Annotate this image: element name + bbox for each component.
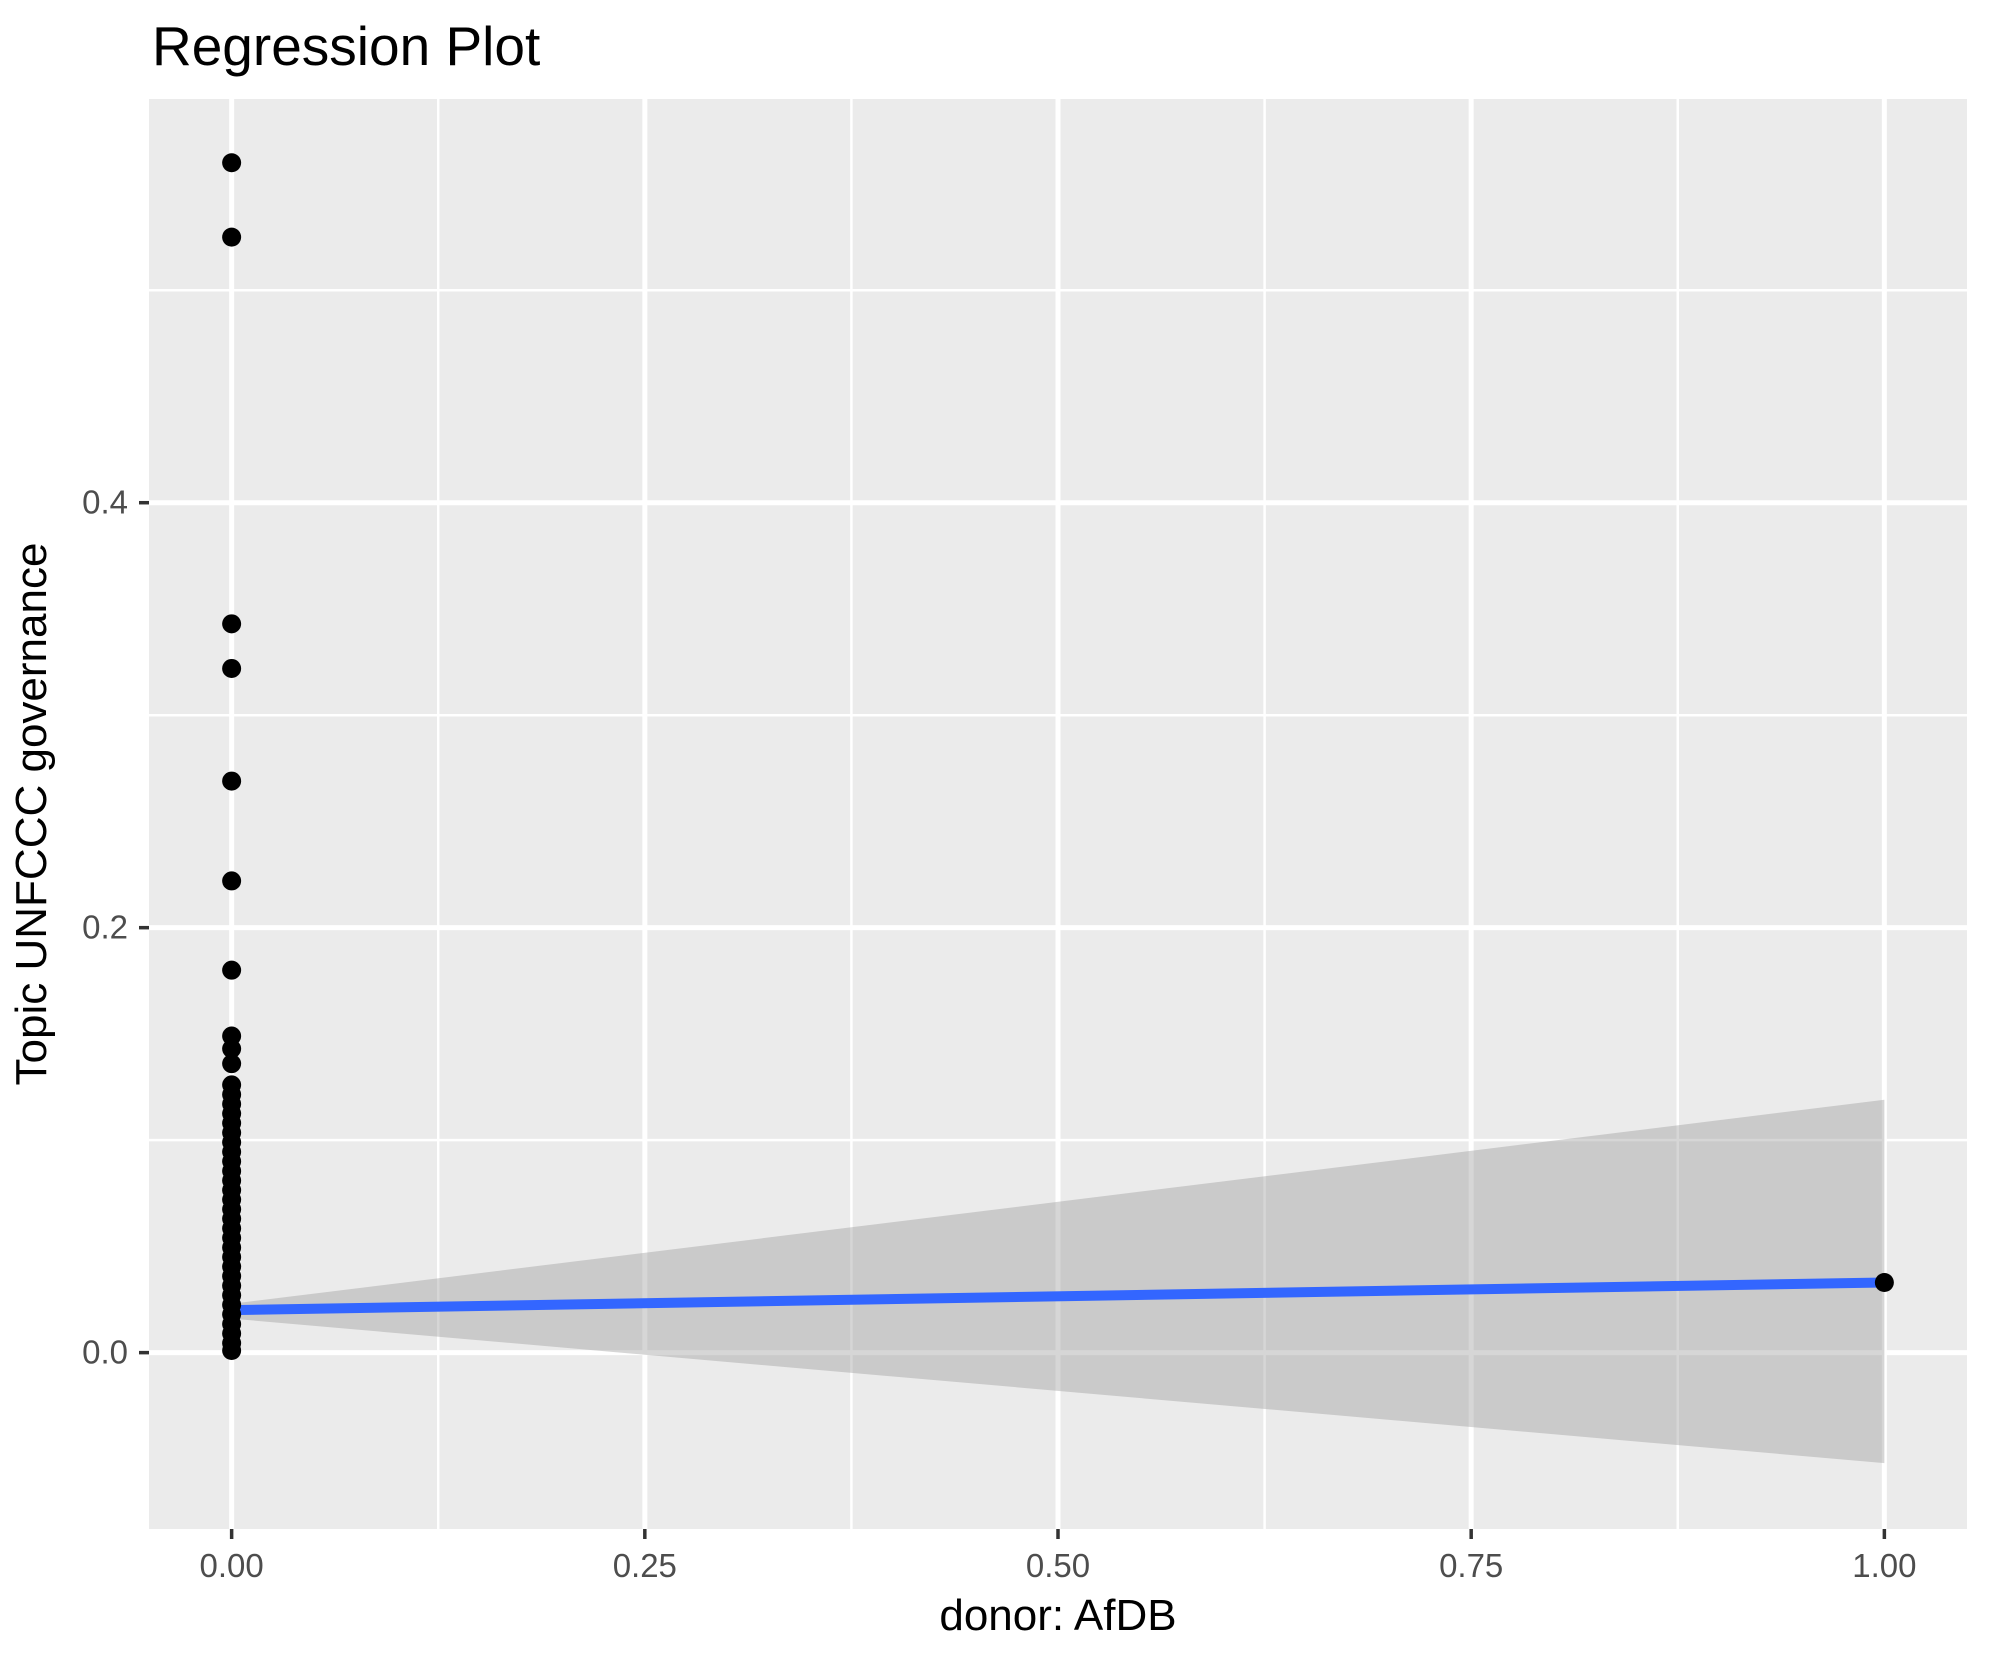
data-point (222, 227, 242, 247)
plot-title: Regression Plot (152, 15, 540, 77)
regression-line (231, 1277, 1885, 1316)
data-point (222, 771, 242, 791)
confidence-band (231, 1099, 1885, 1464)
y-tick-label: 0.2 (82, 909, 128, 946)
x-tick-label: 0.00 (200, 1547, 264, 1584)
confidence-band-layer (231, 1099, 1885, 1464)
x-tick-label: 0.75 (1439, 1547, 1503, 1584)
y-tick-label: 0.0 (82, 1334, 128, 1371)
data-point (222, 1039, 242, 1059)
x-tick-label: 0.25 (613, 1547, 677, 1584)
x-axis-title: donor: AfDB (939, 1591, 1176, 1640)
data-point (1874, 1273, 1894, 1293)
data-point (222, 960, 242, 980)
scatter-points-layer (222, 153, 1894, 1361)
data-point (222, 658, 242, 678)
y-axis-title: Topic UNFCCC governance (7, 543, 56, 1086)
axis-ticks-layer (139, 500, 1887, 1539)
data-point (222, 871, 242, 891)
data-point (222, 1341, 242, 1361)
regression-line-layer (231, 1277, 1885, 1316)
data-point (222, 1054, 242, 1074)
data-point (222, 614, 242, 634)
data-point (222, 153, 242, 173)
x-tick-label: 0.50 (1026, 1547, 1090, 1584)
x-tick-label: 1.00 (1852, 1547, 1916, 1584)
axis-tick-labels-layer: 0.00 0.25 0.50 0.75 1.00 0.0 0.2 0.4 (82, 484, 1916, 1584)
y-tick-label: 0.4 (82, 484, 128, 521)
